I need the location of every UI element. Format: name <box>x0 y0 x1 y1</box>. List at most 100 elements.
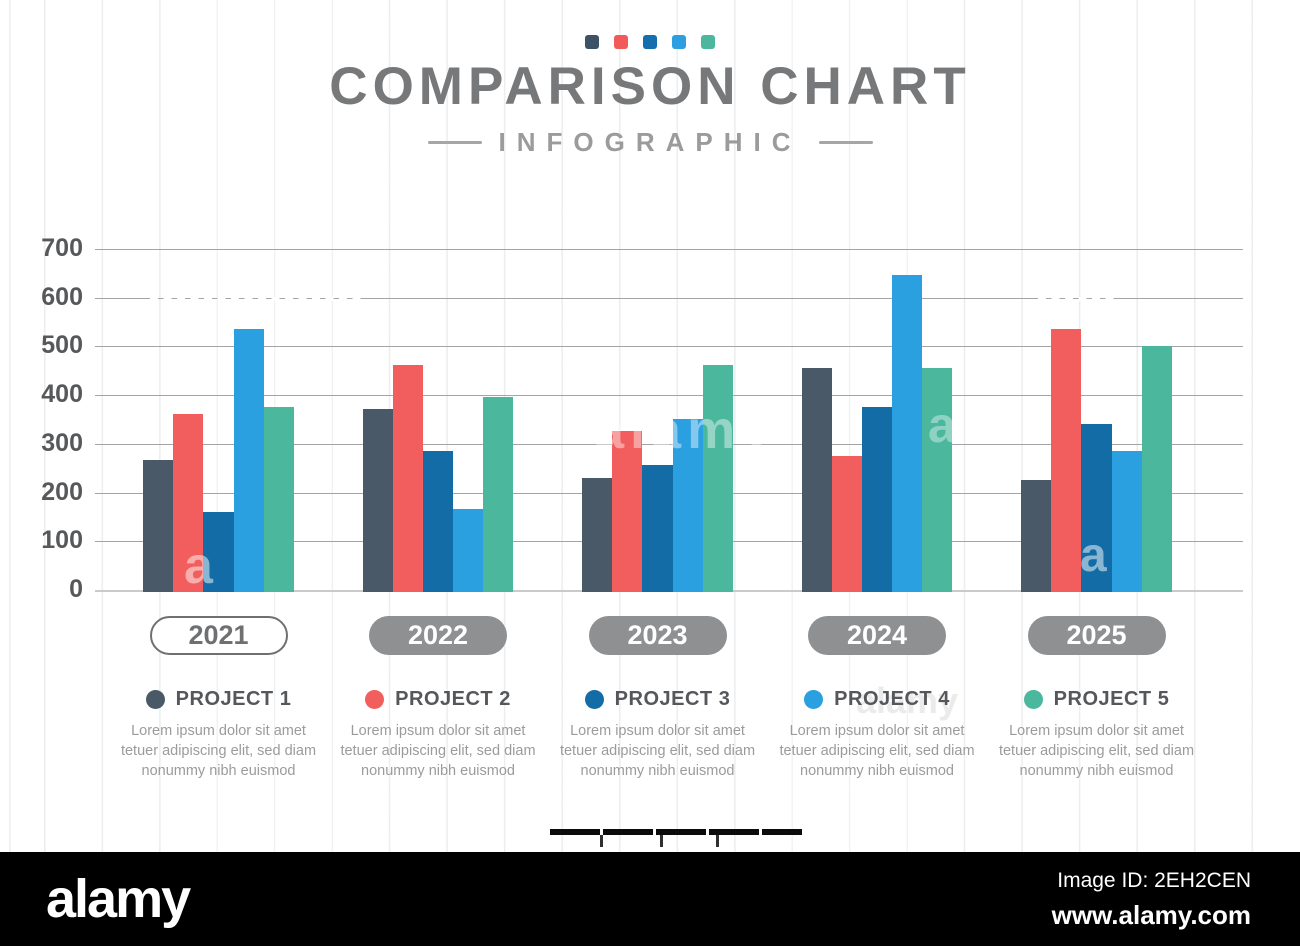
bar-2024-project-2 <box>831 455 862 592</box>
legend-item-title: PROJECT 1 <box>175 688 292 710</box>
legend-item-description: Lorem ipsum dolor sit amet tetuer adipis… <box>559 723 756 779</box>
watermark-letter: a <box>184 537 213 595</box>
bar-2023-project-2 <box>612 431 643 592</box>
bar-2024-project-1 <box>801 367 832 592</box>
project-2-dot-icon <box>365 690 385 709</box>
legend-item-header: PROJECT 1 <box>103 688 335 711</box>
y-axis-label-500: 500 <box>41 331 83 360</box>
bar-2021-project-2 <box>173 414 204 592</box>
bar-2021-project-5 <box>263 406 294 592</box>
palette-square-3 <box>643 35 657 49</box>
palette-square-5 <box>701 35 715 49</box>
bar-2025-project-2 <box>1051 328 1082 592</box>
legend-item-project-3: PROJECT 3 Lorem ipsum dolor sit amet tetu… <box>542 688 774 781</box>
legend-item-project-4: PROJECT 4 Lorem ipsum dolor sit amet tetu… <box>761 688 993 781</box>
palette-square-4 <box>672 35 686 49</box>
bar-group-2023 <box>582 365 733 592</box>
gridline-700 <box>95 249 1243 250</box>
watermark-dash-strip <box>550 829 802 835</box>
legend-item-title: PROJECT 2 <box>395 688 511 710</box>
y-axis-label-0: 0 <box>69 575 83 603</box>
bar-2023-project-4 <box>672 419 703 592</box>
legend-item-description: Lorem ipsum dolor sit amet tetuer adipis… <box>998 723 1195 779</box>
bar-2022-project-3 <box>422 450 454 592</box>
legend-item-header: PROJECT 5 <box>981 688 1213 711</box>
bar-group-2021 <box>143 328 294 592</box>
y-axis-label-200: 200 <box>41 477 83 506</box>
legend-item-project-1: PROJECT 1 Lorem ipsum dolor sit amet tetu… <box>103 688 335 781</box>
year-pill-2022: 2022 <box>369 616 507 655</box>
bar-2024-project-5 <box>922 367 953 592</box>
bar-2024-project-3 <box>861 406 893 592</box>
bar-2023-project-5 <box>702 365 733 592</box>
footer-info: Image ID: 2EH2CEN www.alamy.com <box>1052 869 1251 931</box>
y-axis-label-600: 600 <box>41 282 83 311</box>
image-id-text: Image ID: 2EH2CEN <box>1057 869 1251 892</box>
y-axis-label-300: 300 <box>41 428 83 457</box>
gridline-300 <box>95 443 1243 445</box>
legend-item-description: Lorem ipsum dolor sit amet tetuer adipis… <box>779 723 975 779</box>
gridline-600 <box>95 297 1243 299</box>
page-title: COMPARISON CHART <box>329 57 971 116</box>
bar-2023-project-1 <box>582 477 613 592</box>
palette-square-1 <box>585 35 599 49</box>
watermark-letter: a <box>928 397 956 453</box>
project-3-dot-icon <box>584 690 604 709</box>
bar-2024-project-4 <box>892 275 923 592</box>
year-pill-2021: 2021 <box>149 616 288 655</box>
watermark-dots <box>1038 297 1116 301</box>
watermark-tick <box>660 835 663 847</box>
year-pill-2025: 2025 <box>1027 616 1166 655</box>
bar-2025-project-1 <box>1021 479 1052 592</box>
legend-item-header: PROJECT 4 <box>761 688 993 711</box>
project-1-dot-icon <box>145 690 165 709</box>
bar-2025-project-3 <box>1081 423 1112 592</box>
gridline-400 <box>95 395 1243 397</box>
watermark-letter: a <box>1080 529 1107 582</box>
legend-item-title: PROJECT 4 <box>834 688 950 710</box>
legend-item-description: Lorem ipsum dolor sit amet tetuer adipis… <box>340 723 536 779</box>
legend-item-title: PROJECT 5 <box>1053 688 1170 710</box>
legend-item-header: PROJECT 3 <box>542 688 774 711</box>
bar-2022-project-4 <box>453 509 484 592</box>
subtitle-line-right <box>818 141 873 144</box>
project-4-dot-icon <box>804 690 824 709</box>
watermark-brand: alamy <box>594 400 778 460</box>
legend-item-title: PROJECT 3 <box>614 688 731 710</box>
bar-2021-project-4 <box>233 328 264 592</box>
bar-group-2024 <box>801 275 953 592</box>
watermark-tick <box>716 835 719 847</box>
y-axis-label-100: 100 <box>41 526 83 555</box>
palette-squares <box>0 35 1300 49</box>
legend-item-project-2: PROJECT 2 Lorem ipsum dolor sit amet tetu… <box>322 688 554 781</box>
year-pill-2023: 2023 <box>588 616 727 655</box>
legend-item-project-5: PROJECT 5 Lorem ipsum dolor sit amet tetu… <box>981 688 1213 781</box>
watermark-brand-faint: alamy <box>856 680 959 721</box>
alamy-logo: alamy <box>46 869 191 929</box>
bar-group-2022 <box>362 365 514 592</box>
page-subtitle: INFOGRAPHIC <box>498 127 802 157</box>
subtitle-row: INFOGRAPHIC <box>0 127 1300 158</box>
legend-item-description: Lorem ipsum dolor sit amet tetuer adipis… <box>120 723 317 779</box>
bar-2022-project-1 <box>362 409 393 592</box>
alamy-footer-bar: alamy Image ID: 2EH2CEN www.alamy.com <box>0 852 1300 946</box>
subtitle-line-left <box>427 141 482 144</box>
gridline-500 <box>95 346 1243 348</box>
y-axis-label-700: 700 <box>41 234 83 262</box>
watermark-dots <box>150 297 362 301</box>
bar-2021-project-3 <box>203 511 234 592</box>
year-pill-2024: 2024 <box>808 616 946 655</box>
legend-item-header: PROJECT 2 <box>322 688 554 711</box>
bar-chart-plot-area: 0 100 200 300 400 500 600 700 <box>41 234 1243 603</box>
bar-2022-project-2 <box>392 365 423 592</box>
watermark-tick <box>600 835 603 847</box>
bar-2023-project-3 <box>642 465 673 592</box>
bar-2021-project-1 <box>143 460 174 592</box>
alamy-url-text: www.alamy.com <box>1051 900 1251 930</box>
bar-2025-project-5 <box>1141 346 1172 592</box>
y-axis-label-400: 400 <box>41 380 83 409</box>
bar-group-2025 <box>1021 328 1172 592</box>
palette-square-2 <box>614 35 628 49</box>
project-5-dot-icon <box>1023 690 1043 709</box>
